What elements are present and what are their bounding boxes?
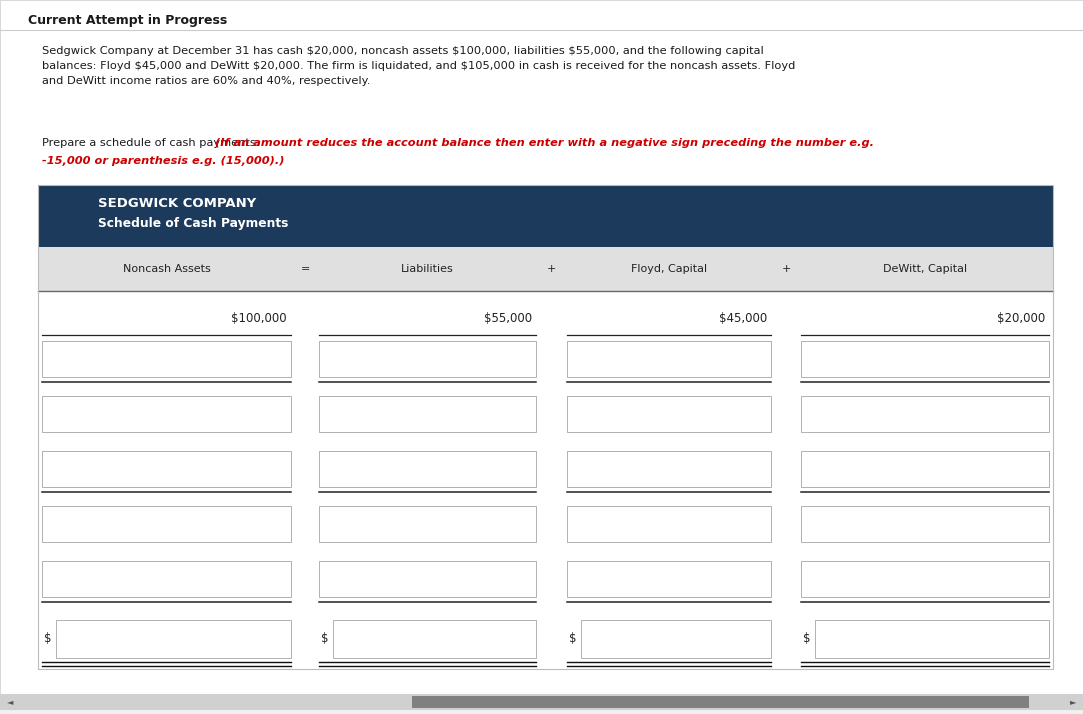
- Text: Sedgwick Company at December 31 has cash $20,000, noncash assets $100,000, liabi: Sedgwick Company at December 31 has cash…: [42, 46, 795, 86]
- FancyBboxPatch shape: [56, 620, 291, 658]
- Text: =: =: [300, 264, 310, 274]
- Text: $45,000: $45,000: [719, 313, 767, 326]
- FancyBboxPatch shape: [567, 506, 771, 542]
- Text: $: $: [44, 633, 52, 645]
- FancyBboxPatch shape: [42, 506, 291, 542]
- Text: Noncash Assets: Noncash Assets: [122, 264, 210, 274]
- FancyBboxPatch shape: [319, 341, 536, 377]
- FancyBboxPatch shape: [580, 620, 771, 658]
- FancyBboxPatch shape: [319, 396, 536, 432]
- Text: -15,000 or parenthesis e.g. (15,000).): -15,000 or parenthesis e.g. (15,000).): [42, 156, 285, 166]
- Text: DeWitt, Capital: DeWitt, Capital: [883, 264, 967, 274]
- Text: ◄: ◄: [6, 698, 13, 706]
- FancyBboxPatch shape: [319, 561, 536, 597]
- FancyBboxPatch shape: [332, 620, 536, 658]
- Text: Schedule of Cash Payments: Schedule of Cash Payments: [97, 217, 288, 230]
- FancyBboxPatch shape: [38, 291, 1053, 669]
- Text: $: $: [803, 633, 810, 645]
- Text: $: $: [321, 633, 328, 645]
- FancyBboxPatch shape: [567, 451, 771, 487]
- FancyBboxPatch shape: [567, 396, 771, 432]
- FancyBboxPatch shape: [567, 561, 771, 597]
- FancyBboxPatch shape: [412, 696, 1029, 708]
- Text: $20,000: $20,000: [996, 313, 1045, 326]
- FancyBboxPatch shape: [801, 451, 1049, 487]
- Text: Prepare a schedule of cash payments.: Prepare a schedule of cash payments.: [42, 138, 263, 148]
- Text: $: $: [569, 633, 576, 645]
- FancyBboxPatch shape: [42, 396, 291, 432]
- FancyBboxPatch shape: [567, 341, 771, 377]
- Text: (If an amount reduces the account balance then enter with a negative sign preced: (If an amount reduces the account balanc…: [214, 138, 874, 148]
- Text: $100,000: $100,000: [232, 313, 287, 326]
- FancyBboxPatch shape: [42, 451, 291, 487]
- FancyBboxPatch shape: [42, 561, 291, 597]
- FancyBboxPatch shape: [0, 0, 1083, 694]
- Text: $55,000: $55,000: [484, 313, 532, 326]
- FancyBboxPatch shape: [38, 185, 1053, 247]
- Text: +: +: [547, 264, 557, 274]
- FancyBboxPatch shape: [815, 620, 1049, 658]
- Text: +: +: [781, 264, 791, 274]
- FancyBboxPatch shape: [319, 506, 536, 542]
- FancyBboxPatch shape: [42, 341, 291, 377]
- FancyBboxPatch shape: [38, 247, 1053, 291]
- FancyBboxPatch shape: [0, 694, 1083, 710]
- Text: Liabilities: Liabilities: [401, 264, 454, 274]
- Text: Floyd, Capital: Floyd, Capital: [631, 264, 707, 274]
- Text: Current Attempt in Progress: Current Attempt in Progress: [28, 14, 227, 27]
- FancyBboxPatch shape: [801, 506, 1049, 542]
- FancyBboxPatch shape: [801, 341, 1049, 377]
- FancyBboxPatch shape: [319, 451, 536, 487]
- FancyBboxPatch shape: [801, 561, 1049, 597]
- Text: SEDGWICK COMPANY: SEDGWICK COMPANY: [97, 197, 257, 210]
- FancyBboxPatch shape: [801, 396, 1049, 432]
- Text: ►: ►: [1070, 698, 1077, 706]
